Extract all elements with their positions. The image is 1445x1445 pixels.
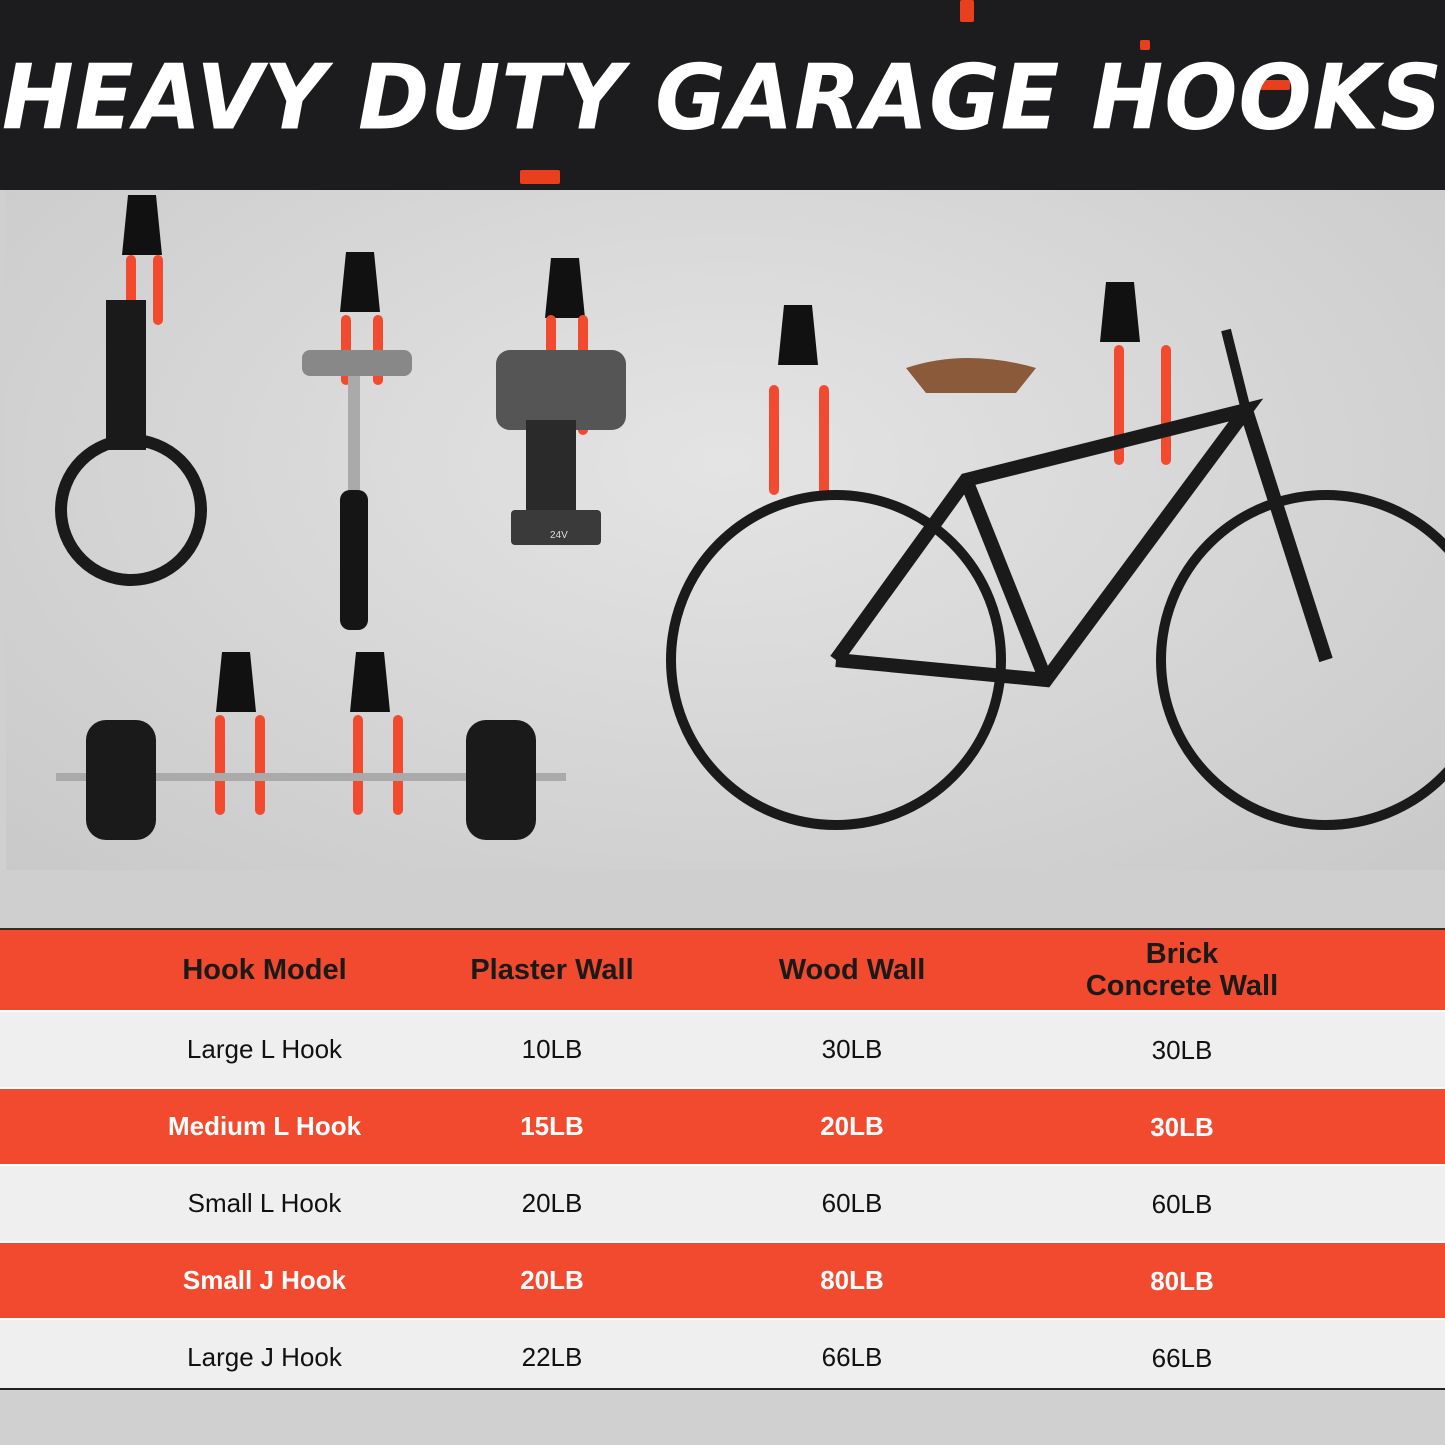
table-row: Large J Hook 22LB 66LB 66LB bbox=[0, 1318, 1445, 1395]
cell-plaster: 10LB bbox=[521, 1034, 583, 1064]
bicycle bbox=[666, 328, 1445, 830]
hook-icon bbox=[122, 195, 1140, 712]
cell-plaster: 20LB bbox=[520, 1265, 584, 1295]
cell-brick: 30LB bbox=[1150, 1111, 1214, 1142]
cell-wood: 66LB bbox=[821, 1342, 883, 1372]
cell-wood: 30LB bbox=[821, 1034, 883, 1064]
cell-brick: 66LB bbox=[1151, 1342, 1213, 1373]
cell-brick: 60LB bbox=[1151, 1188, 1213, 1219]
product-illustration: 24V bbox=[55, 195, 1445, 840]
extension-cord bbox=[55, 434, 207, 586]
header-plaster-wall: Plaster Wall bbox=[470, 953, 634, 986]
cell-model: Large L Hook bbox=[186, 1034, 343, 1064]
battery-label: 24V bbox=[550, 530, 568, 541]
header-concrete-wall: Concrete Wall bbox=[1085, 970, 1279, 1002]
paint-splatter bbox=[1140, 40, 1150, 50]
page-title: HEAVY DUTY GARAGE HOOKS bbox=[1, 45, 1444, 151]
header-wood-wall: Wood Wall bbox=[778, 953, 926, 986]
cell-model: Large J Hook bbox=[187, 1342, 342, 1372]
table-row: Small L Hook 20LB 60LB 60LB bbox=[0, 1164, 1445, 1241]
cell-wood: 60LB bbox=[821, 1188, 883, 1218]
cell-brick: 80LB bbox=[1150, 1265, 1214, 1296]
cell-model: Small L Hook bbox=[187, 1188, 342, 1218]
header-brick: Brick bbox=[1145, 938, 1219, 970]
cell-model: Small J Hook bbox=[182, 1265, 347, 1295]
table-row: Small J Hook 20LB 80LB 80LB bbox=[0, 1241, 1445, 1318]
hook-coating-icon bbox=[126, 255, 1171, 815]
paint-splatter bbox=[960, 0, 974, 22]
cell-model: Medium L Hook bbox=[167, 1111, 362, 1141]
header-brick-concrete-wall: Brick Concrete Wall bbox=[997, 938, 1367, 1002]
bicycle-saddle bbox=[906, 358, 1036, 393]
cell-brick: 30LB bbox=[1151, 1034, 1213, 1065]
bottom-band bbox=[0, 1388, 1445, 1445]
cell-wood: 80LB bbox=[820, 1265, 884, 1295]
paint-splatter bbox=[520, 170, 560, 184]
divider-band bbox=[0, 870, 1445, 928]
table-row: Large L Hook 10LB 30LB 30LB bbox=[0, 1010, 1445, 1087]
product-photo: 24V bbox=[6, 190, 1445, 870]
velcro-strap bbox=[106, 300, 146, 450]
cell-plaster: 22LB bbox=[521, 1342, 583, 1372]
title-banner: HEAVY DUTY GARAGE HOOKS bbox=[0, 0, 1445, 190]
cell-wood: 20LB bbox=[820, 1111, 884, 1141]
drill bbox=[496, 350, 626, 430]
header-hook-model: Hook Model bbox=[182, 953, 347, 986]
barbell bbox=[56, 773, 566, 781]
load-capacity-table: Hook Model Plaster Wall Wood Wall Brick C… bbox=[0, 928, 1445, 1395]
cell-plaster: 20LB bbox=[521, 1188, 583, 1218]
paint-splatter bbox=[1260, 80, 1290, 90]
table-header-row: Hook Model Plaster Wall Wood Wall Brick C… bbox=[0, 930, 1445, 1010]
table-row: Medium L Hook 15LB 20LB 30LB bbox=[0, 1087, 1445, 1164]
cell-plaster: 15LB bbox=[520, 1111, 584, 1141]
